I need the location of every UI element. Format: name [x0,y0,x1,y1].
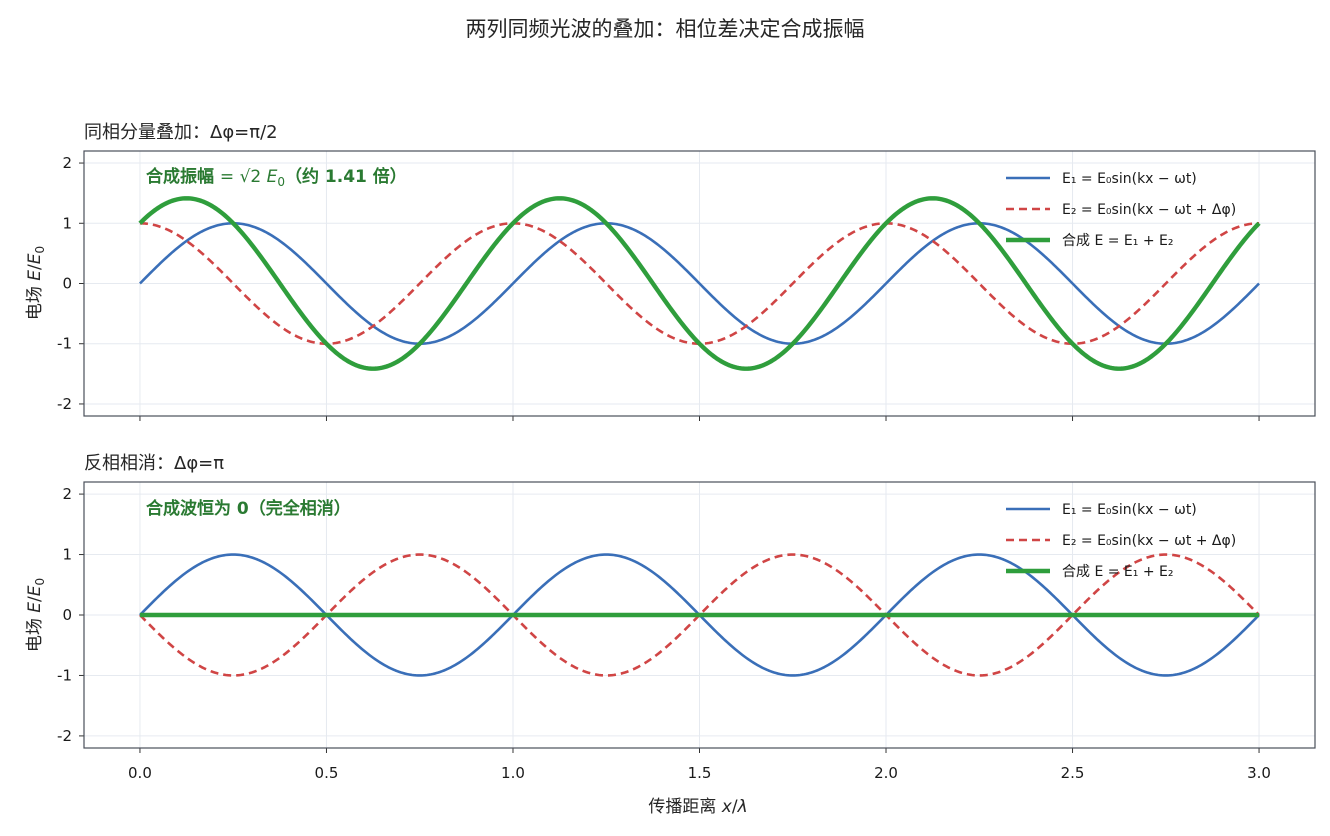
x-tick-label: 1.0 [501,764,525,782]
legend: E₁ = E₀sin(kx − ωt) E₂ = E₀sin(kx − ωt + … [1006,171,1236,249]
y-tick-label: 1 [62,546,72,564]
x-axis-label: 传播距离 x/λ [648,797,747,817]
legend-label: E₁ = E₀sin(kx − ωt) [1062,502,1197,518]
curves [138,196,1261,371]
plot-frame [83,150,1316,417]
plot-frame [83,481,1316,749]
y-tick-label: 2 [62,154,72,172]
series-sum [138,196,1261,371]
figure-title: 两列同频光波的叠加：相位差决定合成振幅 [466,17,865,41]
x-tick-label: 0.0 [128,764,152,782]
y-tick-label: -1 [57,335,72,353]
y-axis-label: 电场 E/E0 [25,578,47,652]
series-e1 [139,221,1260,346]
axis-ticks: 0.0 0.5 1.0 1.5 2.0 2.5 3.0 -2 -1 0 1 2 [57,485,1271,782]
legend-label: E₂ = E₀sin(kx − ωt + Δφ) [1062,533,1236,549]
y-tick-label: -2 [57,395,72,413]
annotation: 合成振幅 = √2 E0（约 1.41 倍） [146,166,407,189]
legend-label: E₂ = E₀sin(kx − ωt + Δφ) [1062,202,1236,218]
panel-title: 反相相消：Δφ=π [84,453,224,474]
y-tick-label: -1 [57,666,72,684]
y-tick-label: 2 [62,485,72,503]
x-tick-label: 3.0 [1247,764,1271,782]
y-tick-label: -2 [57,727,72,745]
panel-title: 同相分量叠加：Δφ=π/2 [84,122,278,143]
x-tick-label: 1.5 [688,764,712,782]
x-tick-label: 2.0 [874,764,898,782]
curves [139,553,1260,677]
legend-label: 合成 E = E₁ + E₂ [1062,233,1173,249]
x-tick-label: 0.5 [315,764,339,782]
y-axis-label: 电场 E/E0 [25,246,47,320]
axis-ticks: -2 -1 0 1 2 [57,154,1260,421]
annotation: 合成波恒为 0（完全相消） [146,498,351,519]
legend: E₁ = E₀sin(kx − ωt) E₂ = E₀sin(kx − ωt + … [1006,502,1236,580]
panel-in-phase: 同相分量叠加：Δφ=π/2 -2 -1 0 1 2 电场 E/E0 E₁ = E₀sin… [25,122,1316,421]
y-tick-label: 1 [62,214,72,232]
x-tick-label: 2.5 [1061,764,1085,782]
legend-label: 合成 E = E₁ + E₂ [1062,564,1173,580]
y-tick-label: 0 [62,606,72,624]
legend-label: E₁ = E₀sin(kx − ωt) [1062,171,1197,187]
panel-anti-phase: 反相相消：Δφ=π 0.0 0.5 1.0 1.5 2.0 2.5 3.0 -2 -1 0 1 2 电… [25,453,1316,782]
y-tick-label: 0 [62,275,72,293]
